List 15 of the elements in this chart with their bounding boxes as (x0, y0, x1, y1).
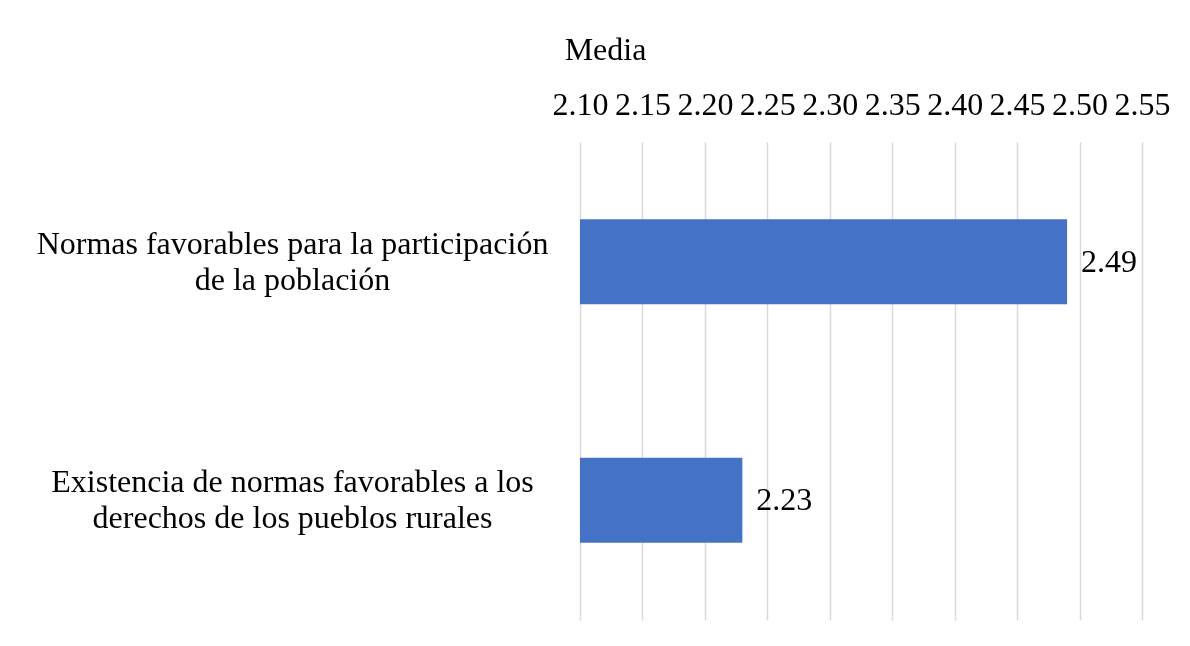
x-tick-label: 2.35 (864, 85, 921, 122)
y-tick-label: Existencia de normas favorables a los derechos de los pueblos rurales (51, 463, 534, 536)
x-tick-label: 2.50 (1052, 85, 1109, 122)
y-tick-label: Normas favorables para la participación de la población (36, 224, 549, 297)
data-label: 2.49 (1081, 242, 1138, 279)
x-tick-label: 2.30 (802, 85, 859, 122)
x-axis-title: Media (564, 30, 647, 67)
data-label: 2.23 (756, 481, 813, 518)
x-tick-label: 2.20 (677, 85, 734, 122)
x-tick-label: 2.40 (927, 85, 984, 122)
x-tick-label: 2.10 (552, 85, 609, 122)
x-tick-label: 2.25 (739, 85, 796, 122)
x-tick-label: 2.45 (989, 85, 1046, 122)
x-tick-label: 2.15 (614, 85, 671, 122)
x-tick-label: 2.55 (1114, 85, 1171, 122)
